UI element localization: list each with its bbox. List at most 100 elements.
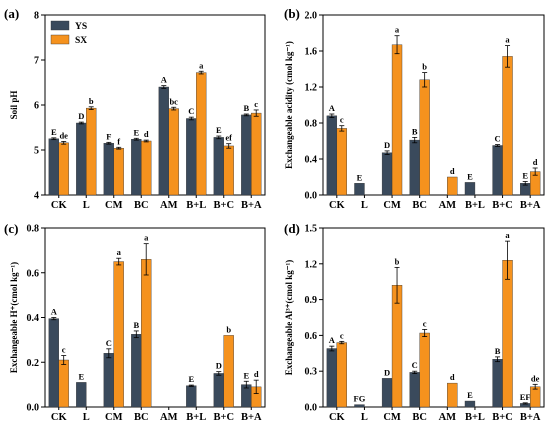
bar-ys xyxy=(241,114,252,196)
significance-letter: a xyxy=(144,233,149,243)
significance-letter: E xyxy=(216,125,222,135)
x-tick-label: B+C xyxy=(492,412,513,421)
bar-ys xyxy=(103,143,114,196)
bar-ys xyxy=(464,400,476,408)
significance-letter: E xyxy=(243,370,249,380)
significance-letter: a xyxy=(117,247,122,257)
y-axis-label: Exchangeable acidity (cmol kg⁻¹) xyxy=(284,41,294,169)
bar-sx xyxy=(336,342,347,408)
x-tick-label: CM xyxy=(383,412,401,421)
chart-panel-1: (a) 4 5 6 7 8 Soil pH CK L CM BC AM B+L B+C B+A E D F E A C E… xyxy=(4,6,266,211)
x-tick-label: B+C xyxy=(492,200,513,211)
significance-letter: B xyxy=(495,346,501,356)
x-tick-label: B+A xyxy=(241,412,262,421)
x-tick-label: B+A xyxy=(241,200,262,211)
x-tick-label: AM xyxy=(439,412,457,421)
y-tick-label: 0.2 xyxy=(27,358,40,369)
bar-ys xyxy=(186,118,197,196)
y-axis-label: Exchangeable H⁺(cmol kg⁻¹) xyxy=(9,262,19,373)
bar-sx xyxy=(336,128,347,196)
bar-ys xyxy=(381,378,393,408)
y-tick-label: 4 xyxy=(34,191,39,202)
bar-ys xyxy=(76,382,87,408)
y-tick-label: 1.6 xyxy=(305,47,318,58)
significance-letter: c xyxy=(62,345,66,355)
significance-letter: D xyxy=(384,140,390,150)
y-tick-label: 2.0 xyxy=(305,11,318,22)
y-tick-label: 0.4 xyxy=(27,313,40,324)
y-axis-label: Exchangeable Al³⁺(cmol kg⁻¹) xyxy=(284,260,294,375)
x-tick-label: B+C xyxy=(213,200,234,211)
x-tick-label: CM xyxy=(105,200,123,211)
y-tick-label: 0.9 xyxy=(305,295,318,306)
bar-sx xyxy=(113,147,124,196)
significance-letter: d xyxy=(533,157,538,167)
significance-letter: D xyxy=(78,111,84,121)
panel-label: (c) xyxy=(4,221,18,236)
x-tick-label: BC xyxy=(134,200,149,211)
significance-letter: ef xyxy=(225,133,232,143)
x-tick-label: B+L xyxy=(465,412,485,421)
x-tick-label: B+L xyxy=(186,412,206,421)
bar-sx xyxy=(502,56,513,196)
chart-panel-3: (c) 0.0 0.2 0.4 0.6 0.8 Exchangeable H⁺(cmol k… xyxy=(4,221,266,421)
bar-sx xyxy=(223,145,234,196)
significance-letter: C xyxy=(188,106,194,116)
bar-ys xyxy=(492,145,503,196)
significance-letter: E xyxy=(522,171,528,181)
significance-letter: b xyxy=(395,256,400,266)
bar-ys xyxy=(76,122,87,196)
y-tick-label: 0.4 xyxy=(305,155,318,166)
significance-letter: E xyxy=(357,172,363,182)
significance-letter: E xyxy=(78,371,84,381)
bar-sx xyxy=(419,332,430,408)
bar-sx xyxy=(168,108,179,196)
significance-letter: c xyxy=(340,330,344,340)
bar-ys xyxy=(326,348,338,408)
bar-sx xyxy=(391,44,403,196)
y-tick-label: 0.6 xyxy=(305,331,318,342)
bar-ys xyxy=(48,138,59,196)
x-tick-label: CM xyxy=(105,412,123,421)
panel-label: (b) xyxy=(284,6,300,21)
significance-letter: a xyxy=(395,25,400,35)
y-tick-label: 8 xyxy=(34,11,39,22)
significance-letter: c xyxy=(340,115,344,125)
significance-letter: A xyxy=(329,335,336,345)
panel-label: (d) xyxy=(284,221,300,236)
bar-ys xyxy=(354,183,365,196)
x-tick-label: CK xyxy=(51,200,68,211)
significance-letter: d xyxy=(450,166,455,176)
significance-letter: d xyxy=(144,129,149,139)
plot-frame xyxy=(322,14,545,196)
panel-label: (a) xyxy=(4,6,19,21)
significance-letter: d xyxy=(450,372,455,382)
x-tick-label: AM xyxy=(160,200,178,211)
y-tick-label: 5 xyxy=(34,146,39,157)
bar-sx xyxy=(141,259,152,408)
significance-letter: C xyxy=(106,338,112,348)
x-tick-label: CM xyxy=(383,200,401,211)
bar-ys xyxy=(186,385,197,408)
significance-letter: a xyxy=(505,230,510,240)
significance-letter: B xyxy=(243,103,249,113)
significance-letter: A xyxy=(329,103,336,113)
y-tick-label: 0.3 xyxy=(305,367,318,378)
x-tick-label: L xyxy=(83,412,90,421)
y-tick-label: 0.8 xyxy=(305,119,318,130)
x-tick-label: CK xyxy=(329,412,346,421)
significance-letter: de xyxy=(59,130,68,140)
x-tick-label: CK xyxy=(329,200,346,211)
bar-sx xyxy=(447,382,458,408)
bar-sx xyxy=(419,79,430,196)
significance-letter: d xyxy=(254,369,259,379)
significance-letter: FG xyxy=(354,394,366,404)
bar-ys xyxy=(131,334,142,408)
significance-letter: F xyxy=(106,131,111,141)
significance-letter: EF xyxy=(520,392,531,402)
bar-ys xyxy=(131,138,142,196)
y-axis-label: Soil pH xyxy=(9,91,19,120)
x-tick-label: B+A xyxy=(520,200,541,211)
bar-ys xyxy=(48,318,59,408)
